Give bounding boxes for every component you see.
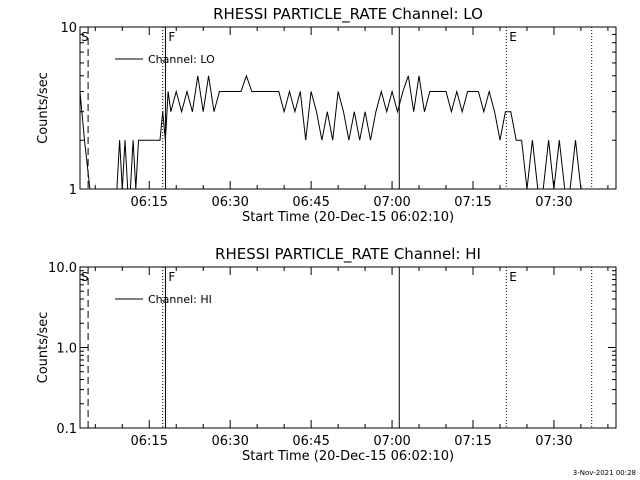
y-axis-label: Counts/sec xyxy=(36,72,51,144)
plot-frame xyxy=(79,266,617,429)
plot-frame xyxy=(79,26,617,190)
x-tick-label: 07:00 xyxy=(373,434,410,449)
x-tick-label: 06:45 xyxy=(292,195,329,210)
x-tick-label: 07:30 xyxy=(535,195,572,210)
y-tick-label: 1.0 xyxy=(56,342,77,357)
x-tick-label: 07:30 xyxy=(535,434,572,449)
x-tick-label: 06:15 xyxy=(131,195,168,210)
chart-title: RHESSI PARTICLE_RATE Channel: LO xyxy=(213,5,483,24)
event-marker-label: E xyxy=(509,270,517,284)
x-axis-label: Start Time (20-Dec-15 06:02:10) xyxy=(242,449,454,464)
legend-label: Channel: LO xyxy=(148,53,215,66)
y-axis-label: Counts/sec xyxy=(36,312,51,384)
event-marker-label: S xyxy=(81,270,89,284)
x-axis-label: Start Time (20-Dec-15 06:02:10) xyxy=(242,210,454,225)
y-tick-label: 1 xyxy=(69,183,77,198)
event-marker-label: E xyxy=(509,30,517,44)
data-series-line xyxy=(79,74,587,190)
y-tick-label: 10 xyxy=(60,21,77,36)
x-tick-label: 06:45 xyxy=(292,434,329,449)
footer-date: 3-Nov-2021 00:28 xyxy=(573,469,636,477)
y-tick-label: 10.0 xyxy=(48,261,77,276)
x-tick-label: 06:15 xyxy=(131,434,168,449)
legend-label: Channel: HI xyxy=(148,293,212,306)
event-marker-label: F xyxy=(168,30,175,44)
x-tick-label: 07:15 xyxy=(454,195,491,210)
x-tick-label: 06:30 xyxy=(211,434,248,449)
x-tick-label: 07:00 xyxy=(373,195,410,210)
chart-title: RHESSI PARTICLE_RATE Channel: HI xyxy=(215,245,481,264)
event-marker-label: F xyxy=(168,270,175,284)
y-tick-label: 0.1 xyxy=(56,422,77,437)
x-tick-label: 06:30 xyxy=(211,195,248,210)
event-marker-label: S xyxy=(81,30,89,44)
x-tick-label: 07:15 xyxy=(454,434,491,449)
